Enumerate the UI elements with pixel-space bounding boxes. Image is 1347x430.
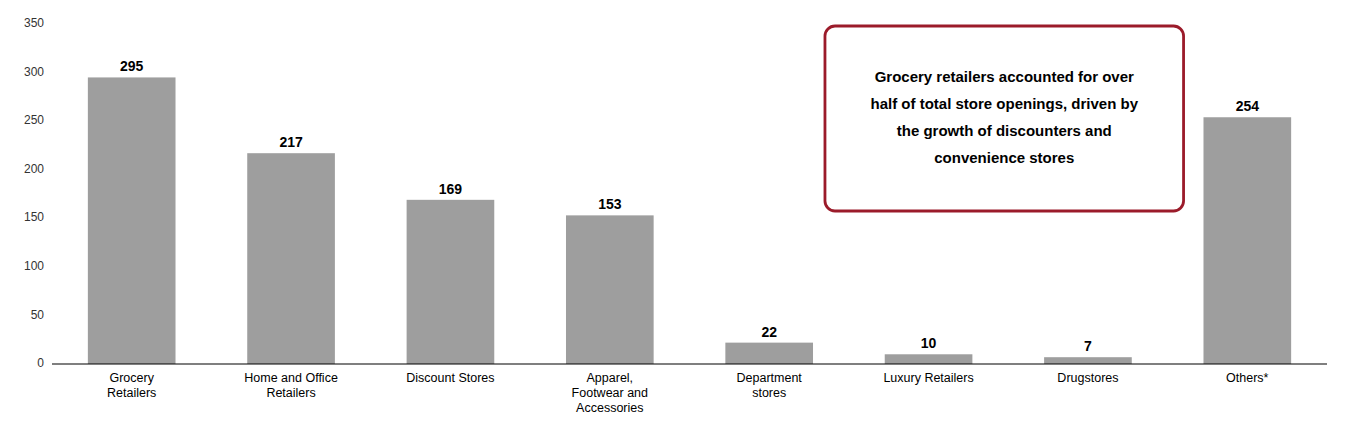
x-tick-label: Departmentstores <box>737 371 803 400</box>
data-label: 169 <box>439 181 463 197</box>
data-label: 153 <box>598 196 622 212</box>
chart: 0 50 100 150 200 250 300 350 295 217 169 153 22 10 7 25… <box>0 0 1347 430</box>
y-tick-label: 150 <box>24 210 44 224</box>
bar <box>885 354 973 364</box>
y-tick-label: 0 <box>37 356 44 370</box>
x-tick-label: Others* <box>1226 371 1269 385</box>
data-label: 7 <box>1084 338 1092 354</box>
bar <box>247 153 335 364</box>
bar <box>88 77 176 364</box>
y-tick-label: 250 <box>24 113 44 127</box>
x-tick-label: Home and OfficeRetailers <box>244 371 338 400</box>
annotation: Grocery retailers accounted for overhalf… <box>825 26 1184 211</box>
bar <box>566 215 654 364</box>
y-axis: 0 50 100 150 200 250 300 350 <box>24 16 44 370</box>
x-axis-line <box>52 363 1327 364</box>
bar <box>1203 117 1291 364</box>
x-tick-label: Discount Stores <box>406 371 494 385</box>
data-label: 217 <box>279 134 303 150</box>
x-tick-label: GroceryRetailers <box>107 371 156 400</box>
data-label: 10 <box>921 335 937 351</box>
x-tick-label: Luxury Retailers <box>883 371 973 385</box>
data-label: 22 <box>761 324 777 340</box>
x-tick-label: Drugstores <box>1057 371 1118 385</box>
y-tick-label: 350 <box>24 16 44 30</box>
bar <box>407 200 495 364</box>
data-label: 295 <box>120 58 144 74</box>
bar <box>1044 357 1132 364</box>
y-tick-label: 300 <box>24 65 44 79</box>
y-tick-label: 50 <box>31 308 45 322</box>
annotation-text: Grocery retailers accounted for overhalf… <box>871 68 1139 166</box>
x-tick-label: Apparel,Footwear andAccessories <box>572 371 648 415</box>
data-label: 254 <box>1236 98 1260 114</box>
bar <box>725 343 813 364</box>
x-axis: GroceryRetailers Home and OfficeRetailers… <box>107 371 1269 415</box>
y-tick-label: 100 <box>24 259 44 273</box>
y-tick-label: 200 <box>24 162 44 176</box>
annotation-box <box>825 26 1184 211</box>
